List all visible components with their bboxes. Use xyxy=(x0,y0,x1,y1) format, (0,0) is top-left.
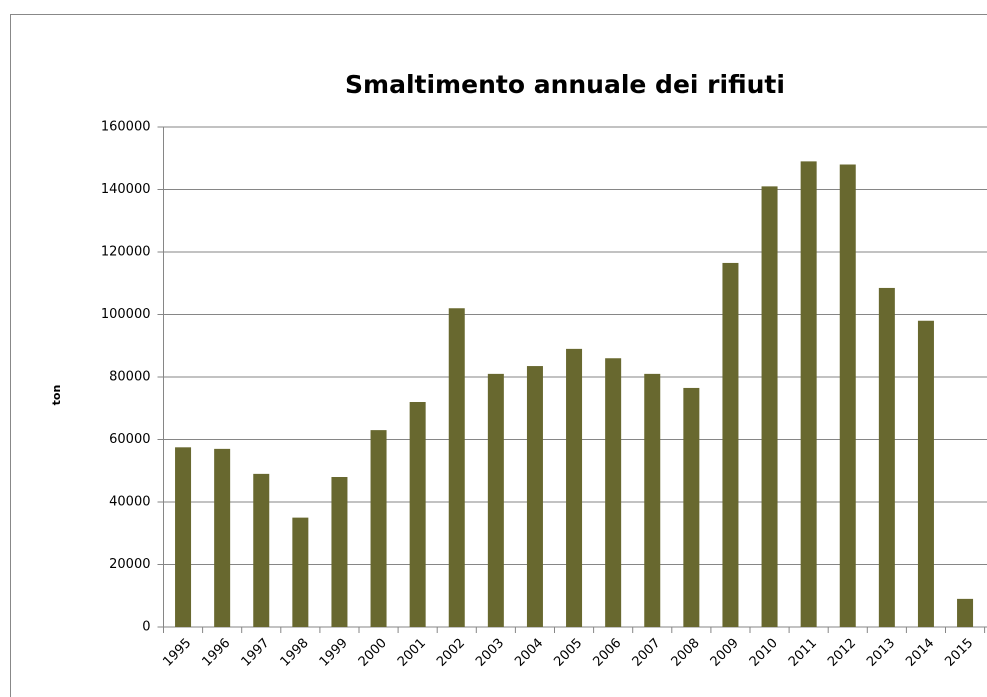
bar xyxy=(683,387,700,627)
bar xyxy=(331,477,348,627)
bar xyxy=(487,373,504,627)
bar xyxy=(448,308,465,627)
bar xyxy=(175,447,192,627)
bar xyxy=(957,598,974,627)
y-tick-label: 120000 xyxy=(101,245,151,260)
bar xyxy=(292,517,309,627)
bar xyxy=(566,348,583,627)
chart-title: Smaltimento annuale dei rifiuti xyxy=(345,70,785,99)
y-tick-label: 160000 xyxy=(101,120,151,135)
y-tick-label: 60000 xyxy=(109,432,150,447)
bar xyxy=(253,473,270,627)
y-tick-label: 140000 xyxy=(101,182,151,197)
y-tick-label: 80000 xyxy=(109,370,150,385)
bar xyxy=(761,186,778,627)
bar xyxy=(800,161,817,627)
y-tick-label: 0 xyxy=(142,620,150,635)
bar xyxy=(839,164,856,627)
y-axis-label: ton xyxy=(50,385,63,406)
bar xyxy=(644,373,661,627)
bar xyxy=(526,366,543,627)
bar xyxy=(878,287,895,627)
bar xyxy=(722,262,739,627)
y-tick-label: 100000 xyxy=(101,307,151,322)
y-tick-label: 40000 xyxy=(109,495,150,510)
bar xyxy=(605,358,622,627)
bar xyxy=(917,320,934,627)
y-tick-label: 20000 xyxy=(109,557,150,572)
bar xyxy=(370,430,387,627)
bar xyxy=(214,448,231,627)
bar xyxy=(409,402,426,627)
